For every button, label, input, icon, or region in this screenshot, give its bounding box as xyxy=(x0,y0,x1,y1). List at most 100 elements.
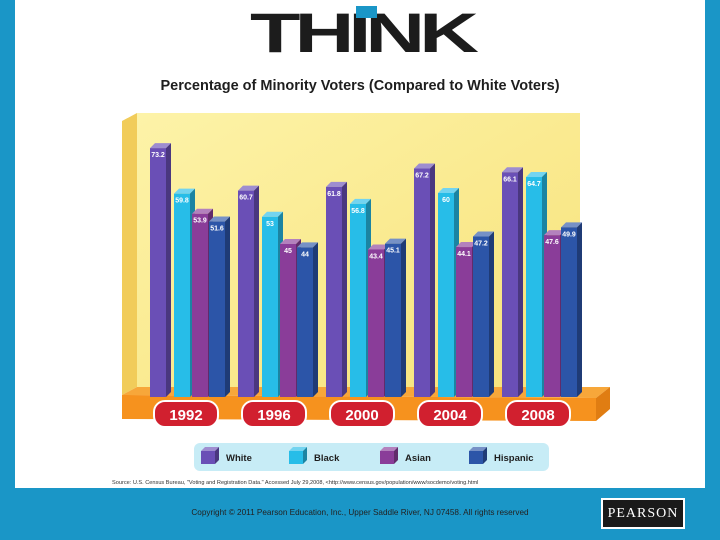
bar-top-asian-1992 xyxy=(192,208,213,214)
bar-side-white-2004 xyxy=(430,163,435,397)
bar-asian-1996 xyxy=(280,244,296,397)
floor-side xyxy=(596,387,610,421)
bar-top-white-2008 xyxy=(502,167,523,173)
bars-layer: 73.2 59.8 53.951.6 60.7 53 45 44 61.8 56.8 43.445… xyxy=(150,143,582,397)
legend: White Black Asian Hispanic xyxy=(194,443,549,471)
think-logo: THINK xyxy=(250,6,480,58)
year-badges: 1992 1996 2000 2004 2008 xyxy=(153,400,571,428)
bar-top-black-2004 xyxy=(438,188,459,193)
legend-swatch-side-asian xyxy=(394,447,398,464)
bar-side-white-2008 xyxy=(518,167,523,397)
data-label-asian-2004: 44.1 xyxy=(457,251,471,258)
year-label-1996: 1996 xyxy=(257,407,290,424)
bar-hispanic-2004 xyxy=(473,236,489,397)
bar-side-white-1992 xyxy=(166,143,171,397)
bar-black-2000 xyxy=(350,203,366,397)
bar-hispanic-1992 xyxy=(209,221,225,397)
legend-label-hispanic: Hispanic xyxy=(494,453,534,464)
bar-white-2000 xyxy=(326,186,342,397)
year-badge-1992 xyxy=(153,400,219,428)
year-label-2000: 2000 xyxy=(345,407,378,424)
year-label-2008: 2008 xyxy=(521,407,554,424)
legend-swatch-side-white xyxy=(215,447,219,464)
year-badge-2004 xyxy=(417,400,483,428)
data-label-hispanic-2004: 47.2 xyxy=(474,241,488,248)
data-label-black-1996: 53 xyxy=(266,221,274,228)
legend-swatch-side-black xyxy=(303,447,307,464)
data-label-black-2000: 56.8 xyxy=(351,208,365,215)
bar-black-1996 xyxy=(262,216,278,397)
legend-label-white: White xyxy=(226,453,252,464)
data-label-white-2004: 67.2 xyxy=(415,173,429,180)
bar-asian-2004 xyxy=(456,247,472,397)
copyright-notice: Copyright © 2011 Pearson Education, Inc.… xyxy=(191,508,529,517)
pearson-logo: PEARSON xyxy=(601,498,685,529)
data-label-black-1992: 59.8 xyxy=(175,198,189,205)
bar-side-white-1996 xyxy=(254,185,259,397)
bar-asian-1992 xyxy=(192,213,208,397)
year-badge-1996 xyxy=(241,400,307,428)
bar-top-black-2000 xyxy=(350,198,371,204)
bar-asian-2008 xyxy=(544,235,560,397)
bar-side-white-2000 xyxy=(342,181,347,397)
data-label-hispanic-1992: 51.6 xyxy=(210,226,224,233)
data-label-asian-2008: 47.6 xyxy=(545,239,559,246)
legend-swatch-asian xyxy=(380,451,394,464)
bar-white-2004 xyxy=(414,168,430,397)
bar-top-black-1992 xyxy=(174,188,195,194)
bar-top-hispanic-1992 xyxy=(209,216,230,222)
year-label-1992: 1992 xyxy=(169,407,202,424)
legend-label-asian: Asian xyxy=(405,453,431,464)
bar-hispanic-1996 xyxy=(297,247,313,397)
year-badge-2000 xyxy=(329,400,395,428)
data-label-black-2004: 60 xyxy=(442,197,450,204)
bar-side-hispanic-2004 xyxy=(489,231,494,397)
data-label-asian-2000: 43.4 xyxy=(369,253,383,260)
bar-black-1992 xyxy=(174,193,190,397)
bar-top-asian-2008 xyxy=(544,230,565,236)
bar-white-2008 xyxy=(502,172,518,397)
bar-top-asian-1996 xyxy=(280,239,301,244)
bar-side-hispanic-1996 xyxy=(313,242,318,397)
bar-hispanic-2000 xyxy=(385,243,401,397)
legend-swatch-white xyxy=(201,451,215,464)
bar-white-1996 xyxy=(238,190,254,397)
bar-top-asian-2000 xyxy=(368,244,389,250)
bar-white-1992 xyxy=(150,148,166,397)
bar-black-2008 xyxy=(526,177,542,397)
year-label-2004: 2004 xyxy=(433,407,467,424)
data-label-black-2008: 64.7 xyxy=(527,181,541,188)
bar-top-hispanic-2000 xyxy=(385,238,406,244)
bar-top-white-1996 xyxy=(238,185,259,191)
bar-asian-2000 xyxy=(368,249,384,397)
data-label-white-2008: 66.1 xyxy=(503,176,517,183)
bar-top-hispanic-1996 xyxy=(297,242,318,248)
legend-box xyxy=(194,443,549,471)
bar-top-white-1992 xyxy=(150,143,171,149)
legend-swatch-side-hispanic xyxy=(483,447,487,464)
data-label-hispanic-1996: 44 xyxy=(301,251,309,258)
data-label-asian-1992: 53.9 xyxy=(193,218,207,225)
bar-top-black-2008 xyxy=(526,172,547,178)
legend-swatch-hispanic xyxy=(469,451,483,464)
legend-swatch-top-black xyxy=(289,447,307,451)
bar-black-2004 xyxy=(438,193,454,397)
bar-top-black-1996 xyxy=(262,211,283,217)
bar-top-hispanic-2004 xyxy=(473,231,494,237)
data-label-white-1996: 60.7 xyxy=(239,195,253,202)
legend-swatch-top-hispanic xyxy=(469,447,487,451)
bar-side-hispanic-2000 xyxy=(401,238,406,397)
bar-top-hispanic-2008 xyxy=(561,222,582,228)
legend-label-black: Black xyxy=(314,453,340,464)
bar-top-white-2000 xyxy=(326,181,347,187)
legend-swatch-top-white xyxy=(201,447,219,451)
year-badge-2008 xyxy=(505,400,571,428)
bar-top-white-2004 xyxy=(414,163,435,169)
chart-title: Percentage of Minority Voters (Compared … xyxy=(160,78,560,94)
data-label-hispanic-2008: 49.9 xyxy=(562,231,576,238)
data-label-hispanic-2000: 45.1 xyxy=(386,248,400,255)
bar-top-asian-2004 xyxy=(456,242,477,248)
data-label-asian-1996: 45 xyxy=(284,248,292,255)
bar-side-hispanic-2008 xyxy=(577,222,582,397)
